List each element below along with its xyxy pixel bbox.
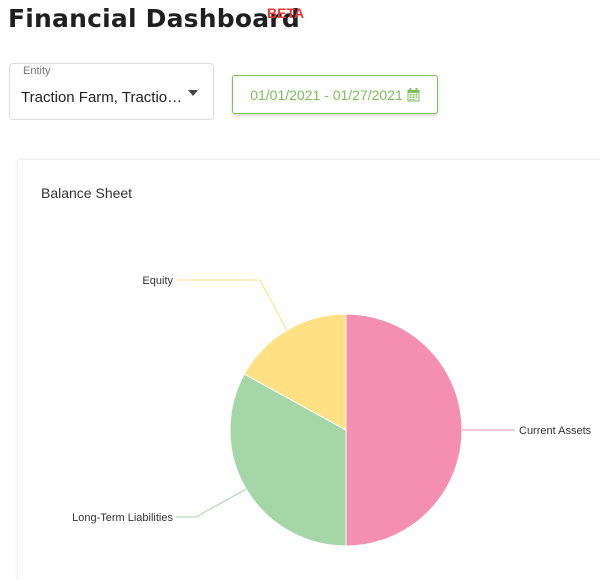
pie-label: Current Assets [519, 425, 592, 437]
pie-slice-current-assets[interactable] [345, 313, 463, 547]
pie-leader-line [176, 488, 247, 518]
card-title: Balance Sheet [41, 185, 133, 201]
entity-select[interactable]: Entity Traction Farm, Traction Farm [9, 63, 214, 120]
entity-select-label: Entity [21, 65, 53, 77]
pie-slice-long-term-liabilities[interactable] [229, 373, 347, 547]
date-range-text: 01/01/2021 - 01/27/2021 [250, 86, 403, 103]
date-range-button[interactable]: 01/01/2021 - 01/27/2021 [232, 75, 438, 114]
pie-leader-line [178, 279, 288, 331]
beta-badge: BETA [267, 5, 305, 21]
pie-label: Equity [142, 275, 173, 287]
pie-label: Long-Term Liabilities [72, 512, 173, 524]
calendar-icon [407, 87, 420, 102]
balance-sheet-pie-chart: Current Assets Long-Term Liabilities Equit… [72, 275, 592, 547]
caret-down-icon [188, 90, 198, 96]
page-title: Financial Dashboard [8, 4, 300, 33]
